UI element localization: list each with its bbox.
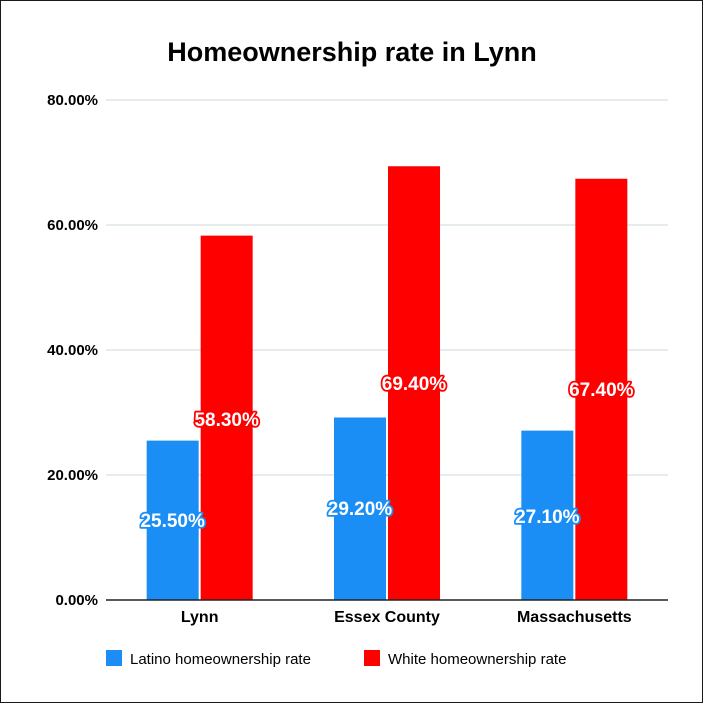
bars bbox=[146, 166, 628, 600]
data-labels: 25.50% 58.30% 29.20% 69.40% 27.10% 67.40% bbox=[139, 372, 636, 534]
gridlines bbox=[106, 99, 668, 476]
category-label: Lynn bbox=[181, 609, 219, 626]
data-label: 58.30% bbox=[194, 410, 259, 431]
category-labels: Lynn Essex County Massachusetts bbox=[181, 609, 632, 626]
bar-latino-0 bbox=[146, 440, 199, 600]
y-tick-label: 20.00% bbox=[47, 467, 98, 484]
legend: Latino homeownership rate White homeowner… bbox=[106, 650, 566, 668]
data-label: 67.40% bbox=[569, 380, 634, 401]
y-tick-label: 40.00% bbox=[47, 342, 98, 359]
bar-white-0 bbox=[200, 235, 253, 600]
data-label: 25.50% bbox=[140, 511, 205, 532]
legend-label: Latino homeownership rate bbox=[130, 651, 311, 668]
y-tick-labels: 0.00% 20.00% 40.00% 60.00% 80.00% bbox=[47, 92, 98, 609]
category-label: Essex County bbox=[334, 609, 440, 626]
data-label: 69.40% bbox=[382, 374, 447, 395]
bar-latino-2 bbox=[521, 430, 574, 600]
y-tick-label: 60.00% bbox=[47, 217, 98, 234]
chart-title: Homeownership rate in Lynn bbox=[167, 37, 537, 67]
data-label: 29.20% bbox=[328, 499, 393, 520]
y-tick-label: 80.00% bbox=[47, 92, 98, 109]
legend-swatch-white bbox=[364, 650, 380, 666]
data-label: 27.10% bbox=[515, 507, 580, 528]
y-tick-label: 0.00% bbox=[55, 592, 98, 609]
bar-latino-1 bbox=[334, 417, 386, 600]
legend-label: White homeownership rate bbox=[388, 651, 566, 668]
legend-swatch-latino bbox=[106, 650, 122, 666]
bar-white-2 bbox=[575, 178, 628, 600]
category-label: Massachusetts bbox=[517, 609, 632, 626]
bar-white-1 bbox=[388, 166, 440, 600]
